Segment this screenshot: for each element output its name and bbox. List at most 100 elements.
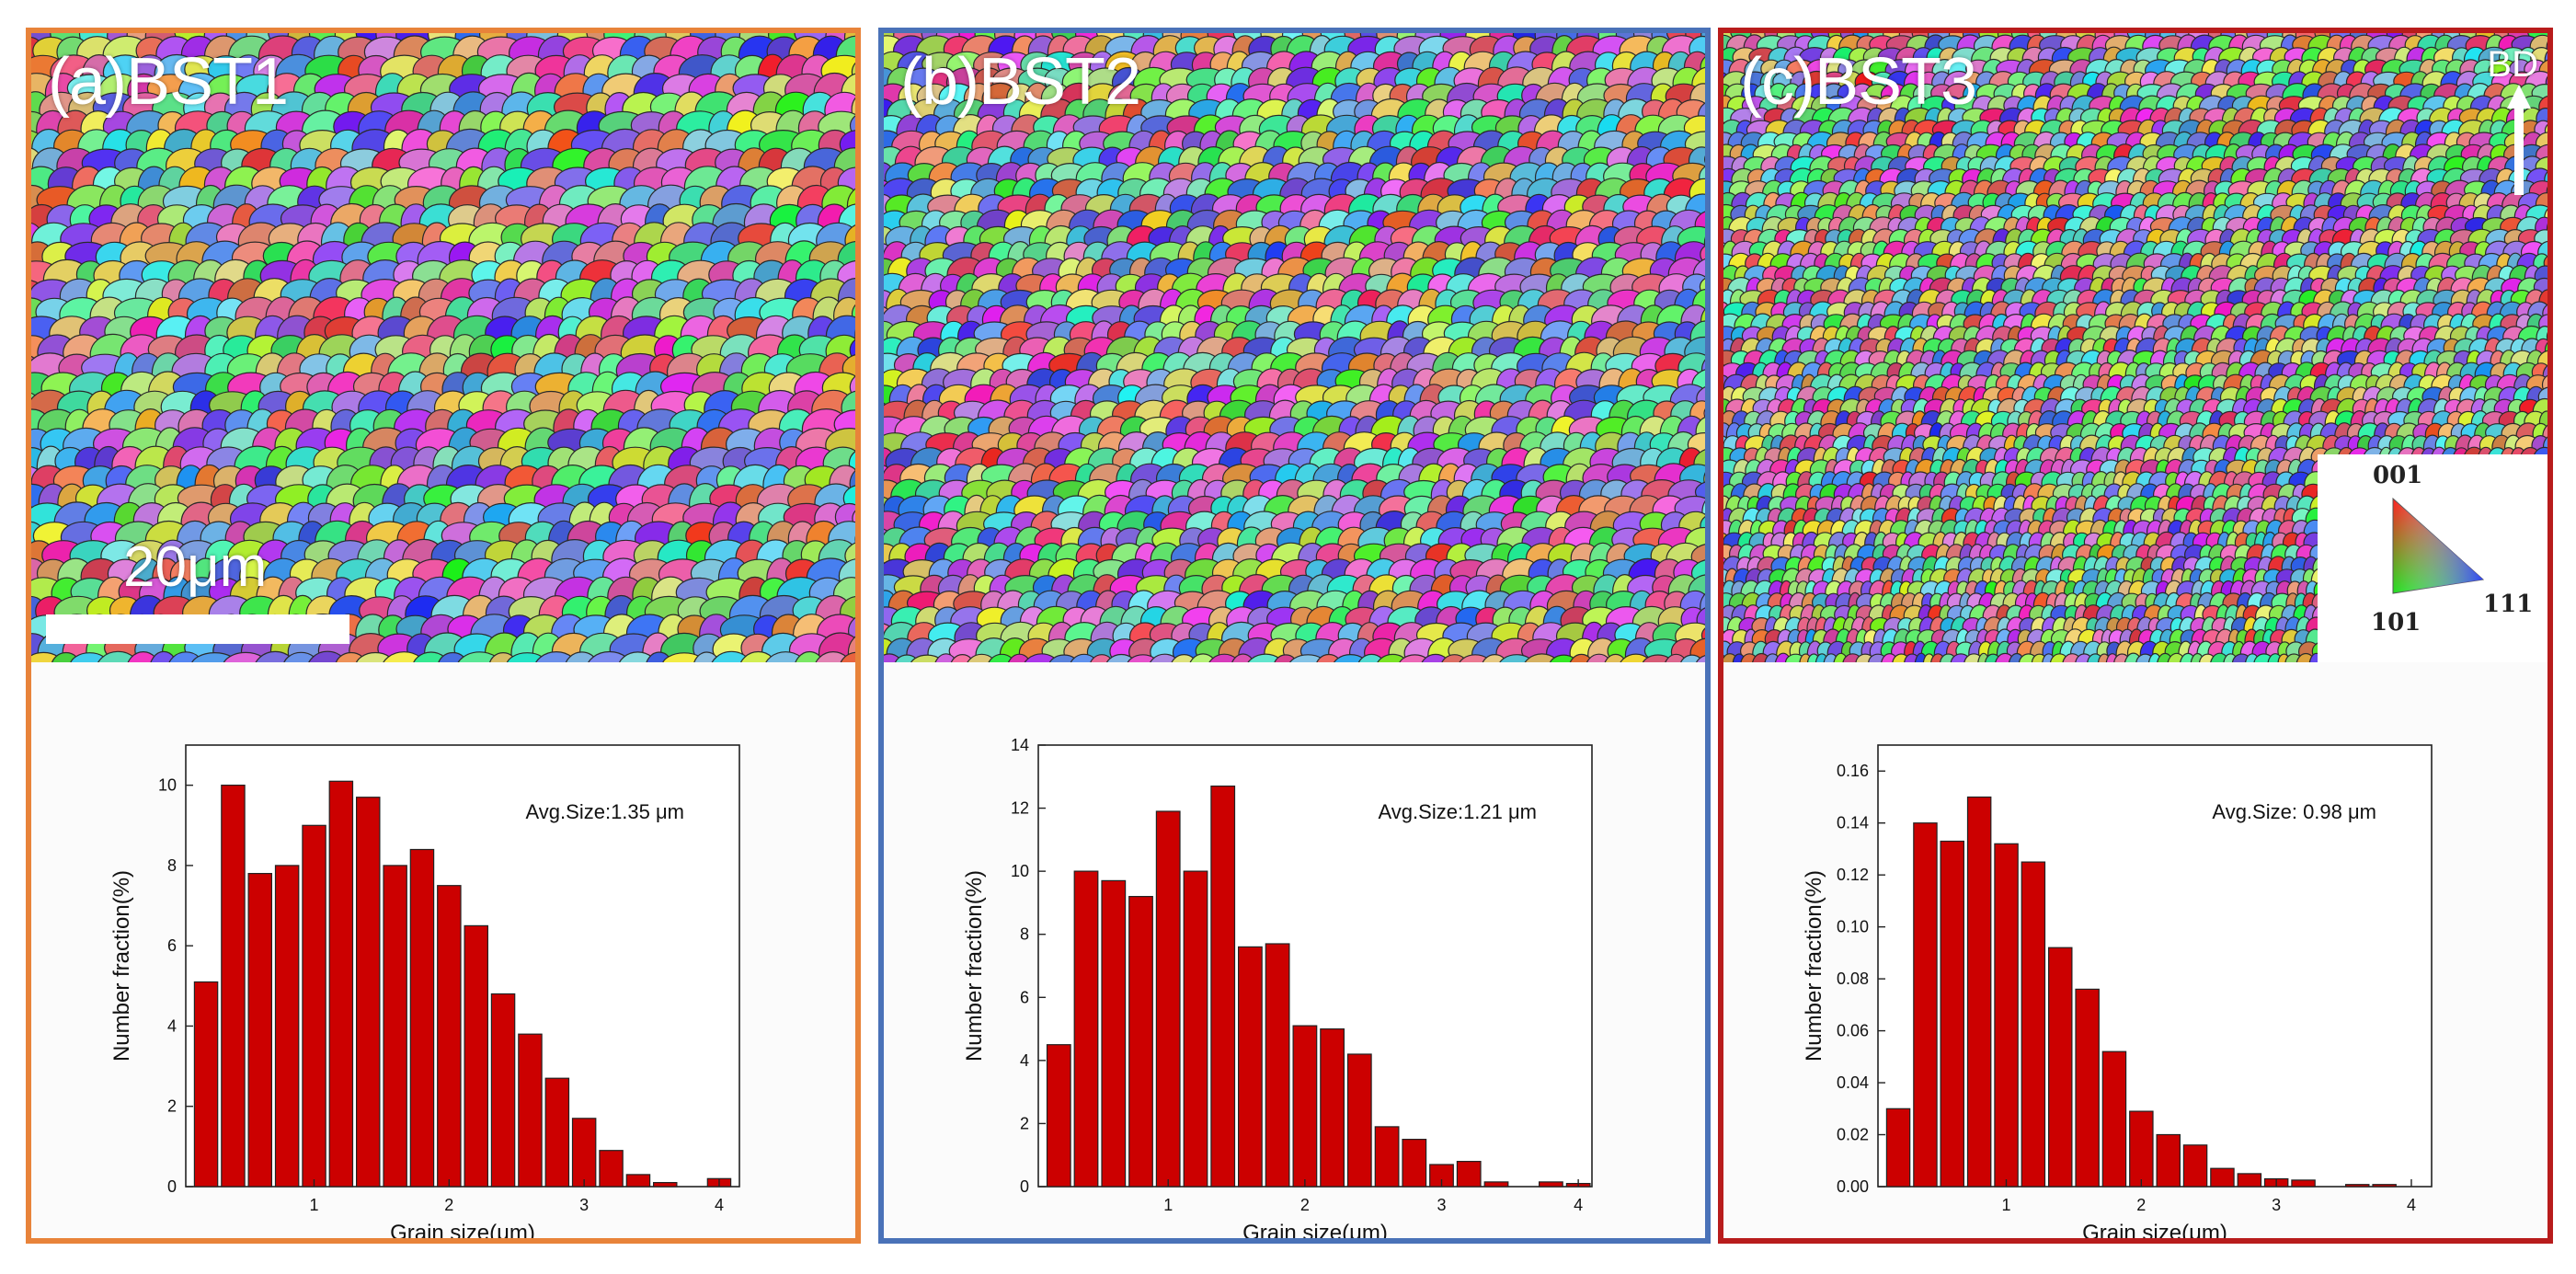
x-tick-label: 4: [2407, 1196, 2416, 1214]
x-tick-label: 2: [1300, 1196, 1310, 1214]
histogram-bar: [652, 1181, 678, 1188]
histogram-bar: [2210, 1167, 2235, 1188]
histogram-bst1: 1 2 3 4 0 2 4 6 8 10 Grain size(μm) Number fraction…: [31, 662, 855, 1238]
panel-title: (a)BST1: [48, 45, 289, 119]
histogram-bar: [221, 785, 246, 1188]
histogram-bar: [1913, 822, 1938, 1188]
y-tick-label: 6: [167, 936, 177, 955]
ebsd-map-bst3: (c)BST3 BD 001 1: [1723, 33, 2547, 662]
ipf-label-001: 001: [2373, 462, 2423, 489]
ipf-label-101: 101: [2371, 609, 2421, 637]
histogram-bar: [1994, 843, 2019, 1188]
histogram-bar: [437, 885, 462, 1188]
x-tick-label: 4: [715, 1196, 724, 1214]
histogram-bar: [2048, 947, 2073, 1188]
avg-size-annotation: Avg.Size:1.35 μm: [526, 800, 684, 823]
y-tick-label: 0.10: [1837, 918, 1869, 936]
histogram-bar: [2075, 988, 2100, 1188]
histogram-bar: [544, 1077, 570, 1188]
y-tick-label: 4: [1020, 1051, 1029, 1070]
histogram-bar: [1155, 810, 1181, 1188]
x-tick-label: 3: [2272, 1196, 2281, 1214]
x-tick-label: 3: [1437, 1196, 1446, 1214]
x-tick-label: 1: [309, 1196, 318, 1214]
y-tick-label: 0.08: [1837, 970, 1869, 988]
histogram-bar: [1265, 943, 1290, 1188]
histogram-bar: [2101, 1050, 2127, 1188]
histogram-bar: [1128, 896, 1153, 1188]
histogram-bar: [1483, 1181, 1509, 1188]
y-tick-label: 10: [1011, 862, 1029, 880]
histogram-bar: [2291, 1179, 2316, 1188]
ipf-label-111: 111: [2483, 591, 2534, 618]
histogram-bar: [1183, 870, 1208, 1188]
panel-title: (c)BST3: [1740, 45, 1977, 119]
build-direction-arrow-icon: [2507, 85, 2531, 195]
histogram-svg: 1 2 3 4 0.00 0.02 0.04 0.06 0.08 0.10 0.12 0.14 0.16…: [1802, 744, 2433, 1238]
histogram-bar: [1073, 870, 1099, 1188]
grain-orientation-map: [31, 33, 855, 662]
x-tick-label: 1: [2001, 1196, 2010, 1214]
y-tick-label: 0.06: [1837, 1022, 1869, 1040]
y-tick-label: 0.02: [1837, 1126, 1869, 1144]
histogram-bar: [1940, 840, 1965, 1188]
histogram-bar: [1238, 946, 1263, 1188]
x-tick-label: 1: [1163, 1196, 1173, 1214]
y-axis-label: Number fraction(%): [109, 870, 134, 1062]
x-axis-label: Grain size(μm): [390, 1221, 535, 1238]
y-tick-label: 0.12: [1837, 866, 1869, 884]
scale-bar: [46, 614, 349, 644]
x-axis-label: Grain size(μm): [1242, 1221, 1388, 1238]
histogram-bar: [625, 1174, 651, 1188]
histogram-bar: [571, 1118, 597, 1188]
histogram-bar: [1538, 1181, 1563, 1188]
avg-size-annotation: Avg.Size:1.21 μm: [1379, 800, 1537, 823]
panel-bst1: (a)BST1 20μm 1 2 3 4 0 2 4 6 8 10 Grain size(μm) Nu…: [26, 28, 861, 1244]
histogram-bar: [1320, 1028, 1345, 1188]
histogram-bar: [2182, 1144, 2208, 1188]
y-tick-label: 0.16: [1837, 762, 1869, 780]
y-tick-label: 12: [1011, 799, 1029, 818]
histogram-bar: [2021, 861, 2046, 1188]
x-tick-label: 3: [579, 1196, 589, 1214]
y-tick-label: 0: [1020, 1177, 1029, 1196]
histogram-bar: [2156, 1133, 2181, 1188]
x-tick-label: 2: [2136, 1196, 2146, 1214]
build-direction-label: BD: [2487, 44, 2538, 85]
histogram-bst3: 1 2 3 4 0.00 0.02 0.04 0.06 0.08 0.10 0.12 0.14 0.16…: [1723, 662, 2547, 1238]
histogram-bar: [2129, 1110, 2154, 1188]
histogram-bar: [328, 780, 354, 1188]
y-axis-label: Number fraction(%): [1802, 870, 1826, 1062]
histogram-bar: [1292, 1025, 1318, 1188]
histogram-bar: [1456, 1160, 1482, 1188]
grain-cells: [1723, 33, 2547, 662]
y-tick-label: 2: [1020, 1114, 1029, 1132]
y-tick-label: 6: [1020, 988, 1029, 1006]
histogram-bar: [2344, 1184, 2370, 1188]
y-tick-label: 0.00: [1837, 1177, 1869, 1196]
ipf-color-key: 001 101 111: [2318, 454, 2547, 662]
histogram-bar: [518, 1033, 543, 1188]
y-tick-label: 2: [167, 1097, 177, 1116]
scale-bar-label: 20μm: [123, 535, 268, 599]
grain-cells: [884, 33, 1705, 662]
histogram-bar: [247, 873, 273, 1188]
ipf-triangle-icon: [2392, 497, 2485, 594]
y-axis-label: Number fraction(%): [962, 870, 987, 1062]
histogram-bar: [274, 865, 300, 1188]
panel-bst3: (c)BST3 BD 001 1: [1718, 28, 2553, 1244]
histogram-bar: [1101, 879, 1127, 1188]
histogram-bar: [1374, 1126, 1400, 1188]
x-tick-label: 2: [444, 1196, 453, 1214]
grain-orientation-map: [884, 33, 1705, 662]
y-tick-label: 4: [167, 1016, 177, 1035]
x-axis-label: Grain size(μm): [2082, 1221, 2227, 1238]
histogram-bar: [1346, 1053, 1372, 1188]
histogram-svg: 1 2 3 4 0 2 4 6 8 10 Grain size(μm) Number fraction…: [109, 744, 740, 1238]
ebsd-map-bst1: (a)BST1 20μm: [31, 33, 855, 662]
avg-size-annotation: Avg.Size: 0.98 μm: [2212, 800, 2376, 823]
histogram-bar: [409, 848, 435, 1188]
histogram-bar: [1402, 1138, 1427, 1188]
histogram-bar: [1885, 1108, 1911, 1188]
